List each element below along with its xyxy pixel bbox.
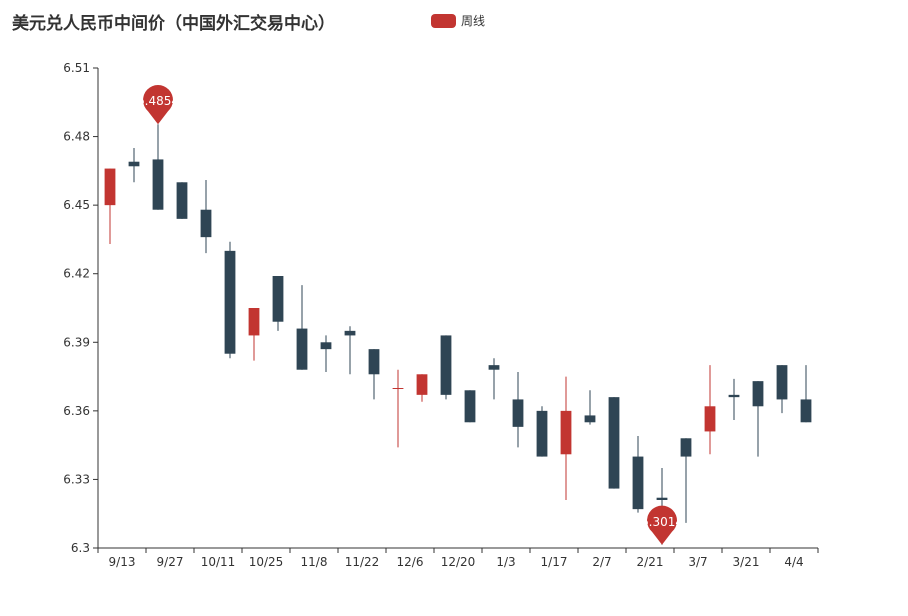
candle-body	[728, 394, 740, 398]
marker-pin	[143, 85, 174, 125]
candle-body	[104, 168, 116, 206]
x-tick-label: 2/7	[592, 555, 611, 569]
candle-body	[416, 374, 428, 395]
candle-body	[176, 182, 188, 219]
marker-pin	[647, 505, 677, 545]
x-tick-label: 9/13	[109, 555, 136, 569]
candle-body	[152, 159, 164, 210]
chart-title: 美元兑人民币中间价（中国外汇交易中心）	[12, 14, 335, 34]
x-tick-label: 3/21	[733, 555, 760, 569]
candle-body	[464, 390, 476, 423]
y-tick-label: 6.3	[71, 541, 90, 555]
candle-body	[128, 161, 140, 167]
candle-body	[608, 397, 620, 489]
candle-body	[272, 276, 284, 322]
x-tick-label: 10/11	[201, 555, 236, 569]
candle-body	[392, 388, 404, 389]
candle-body	[800, 399, 812, 423]
x-tick-label: 3/7	[688, 555, 707, 569]
candle-body	[200, 209, 212, 238]
candle-body	[368, 349, 380, 375]
candle-body	[584, 415, 596, 423]
legend-label: 周线	[461, 14, 486, 28]
candle-body	[752, 381, 764, 407]
x-tick-label: 1/3	[496, 555, 515, 569]
marker-label: 6.4854	[137, 94, 179, 108]
candle-body	[560, 410, 572, 455]
y-tick-label: 6.33	[63, 472, 90, 486]
x-tick-label: 11/8	[301, 555, 328, 569]
marker-label: 6.3014	[641, 515, 683, 529]
y-tick-label: 6.48	[63, 130, 90, 144]
x-tick-label: 4/4	[784, 555, 803, 569]
y-tick-label: 6.45	[63, 198, 90, 212]
x-tick-label: 9/27	[157, 555, 184, 569]
candle-body	[224, 250, 236, 354]
candle-body	[320, 342, 332, 350]
y-tick-label: 6.51	[63, 61, 90, 75]
candle-body	[656, 497, 668, 500]
candle-body	[704, 406, 716, 432]
candle-body	[512, 399, 524, 427]
y-tick-label: 6.36	[63, 404, 90, 418]
y-tick-label: 6.42	[63, 267, 90, 281]
candle-body	[296, 328, 308, 370]
candle-body	[248, 308, 260, 336]
legend-swatch	[431, 13, 456, 28]
candle-body	[440, 335, 452, 395]
candle-body	[632, 456, 644, 510]
candle-body	[488, 365, 500, 370]
candle-body	[776, 365, 788, 400]
candle-body	[536, 410, 548, 457]
legend-item-weekly[interactable]: 周线	[431, 12, 485, 29]
x-tick-label: 11/22	[345, 555, 380, 569]
candle-body	[680, 438, 692, 457]
x-tick-label: 12/20	[441, 555, 476, 569]
x-tick-label: 1/17	[541, 555, 568, 569]
x-tick-label: 12/6	[397, 555, 424, 569]
x-tick-label: 10/25	[249, 555, 284, 569]
x-tick-label: 2/21	[637, 555, 664, 569]
candle-body	[344, 330, 356, 336]
y-tick-label: 6.39	[63, 335, 90, 349]
